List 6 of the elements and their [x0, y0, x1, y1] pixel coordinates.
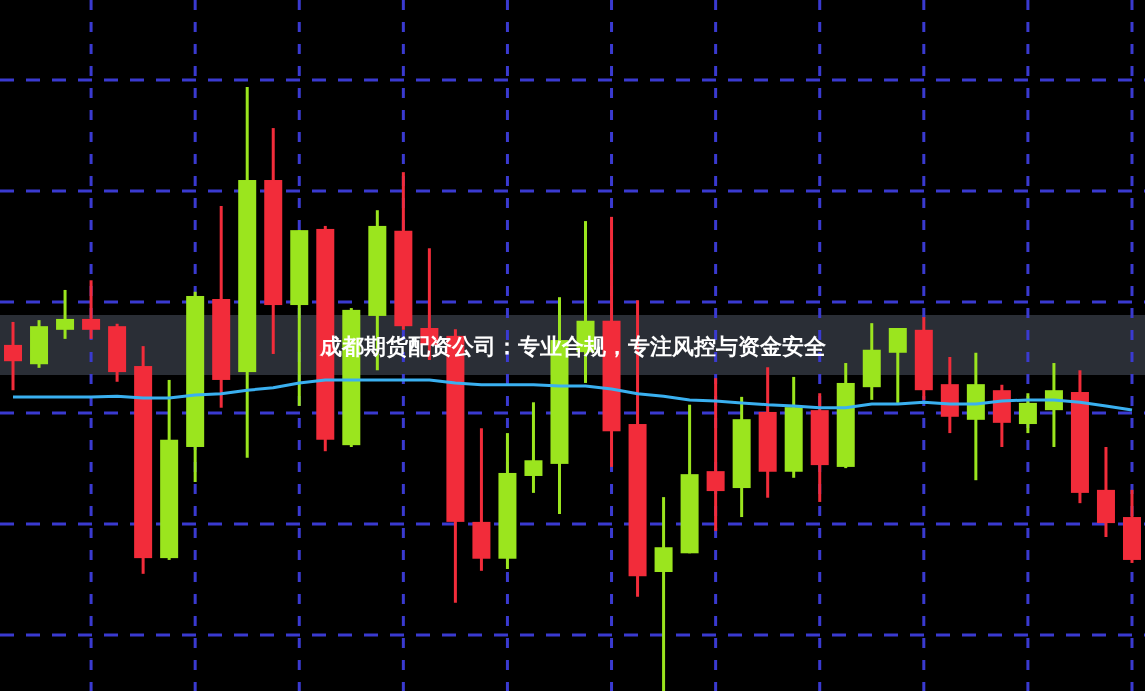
- candlestick: [4, 320, 23, 392]
- candlestick: [56, 288, 75, 339]
- candlestick: [706, 378, 725, 531]
- candlestick: [1018, 393, 1037, 435]
- candlestick: [524, 402, 543, 493]
- candlestick: [82, 280, 101, 339]
